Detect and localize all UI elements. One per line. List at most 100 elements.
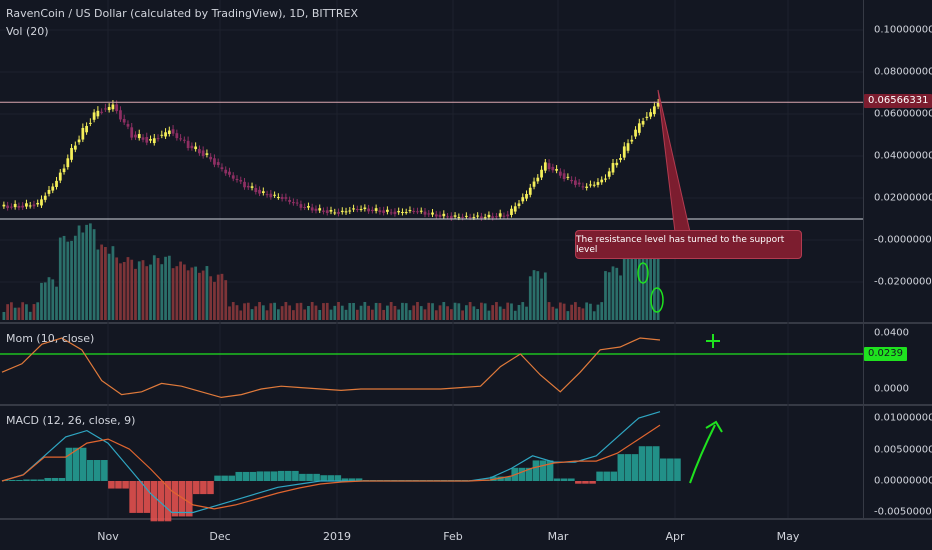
histogram-bar [200, 481, 207, 495]
candle-body [652, 106, 656, 115]
volume-bar [17, 307, 21, 320]
momentum-legend[interactable]: Mom (10, close) [6, 332, 95, 345]
candle-body [566, 176, 570, 178]
volume-bar [457, 303, 461, 320]
volume-bar [201, 270, 205, 320]
histogram-bar [546, 460, 554, 481]
volume-bar [656, 248, 660, 320]
volume-bar [167, 255, 171, 320]
histogram-bar [504, 476, 511, 481]
candle-body [442, 213, 446, 217]
candle-body [73, 145, 77, 150]
histogram-bar [660, 458, 667, 481]
volume-bar [626, 252, 630, 320]
histogram-bar [553, 478, 561, 481]
histogram-bar [122, 481, 129, 489]
volume-legend[interactable]: Vol (20) [6, 25, 49, 38]
candle-body [607, 171, 611, 177]
histogram-bar [221, 475, 228, 481]
candle-body [10, 206, 13, 208]
candle-body [596, 182, 600, 185]
histogram-bar [355, 478, 363, 481]
candle-body [517, 203, 521, 206]
candle-body [615, 162, 619, 166]
histogram-bar [115, 481, 122, 489]
volume-bar [194, 266, 198, 320]
volume-bar [310, 302, 314, 320]
candle-body [299, 204, 303, 208]
candle-body [17, 205, 21, 208]
candle-body [589, 184, 592, 186]
histogram-bar [313, 473, 320, 481]
volume-bar [367, 305, 370, 320]
volume-bar [235, 305, 239, 320]
volume-bar [540, 278, 543, 320]
histogram-bar [157, 481, 165, 522]
price-tick: 0.02000000 [874, 192, 932, 204]
volume-bar [288, 305, 292, 320]
candle-body [164, 132, 167, 137]
volume-bar [592, 311, 596, 320]
volume-bar [487, 310, 491, 320]
candle-body [254, 188, 258, 193]
candle-body [645, 116, 649, 118]
volume-bar [160, 264, 164, 320]
volume-bar [88, 223, 92, 320]
candle-body [619, 157, 622, 160]
macd-legend[interactable]: MACD (12, 26, close, 9) [6, 414, 136, 427]
candle-body [303, 206, 307, 208]
candle-body [220, 167, 224, 170]
candle-body [152, 138, 156, 144]
volume-bar [231, 302, 235, 320]
candle-body [577, 182, 581, 185]
pane-separator-main[interactable] [0, 322, 932, 324]
macd-tick: -0.00500000 [874, 506, 932, 518]
annotation-callout[interactable]: The resistance level has turned to the s… [575, 230, 802, 259]
volume-bar [337, 302, 340, 320]
price-tick: 0.10000000 [874, 24, 932, 36]
highlight-circle [650, 287, 664, 313]
volume-bar [213, 281, 216, 320]
candle-body [292, 202, 295, 204]
volume-bar [205, 266, 209, 320]
candle-body [453, 215, 457, 217]
volume-bar [2, 312, 6, 320]
volume-bar [175, 266, 179, 320]
candle-body [47, 189, 51, 194]
volume-bar [329, 309, 333, 320]
histogram-bar [645, 446, 653, 481]
volume-bar [611, 266, 615, 320]
pane-separator-mom[interactable] [0, 404, 932, 406]
histogram-bar [624, 454, 632, 481]
price-tick: 0.06000000 [874, 108, 932, 120]
volume-bar [141, 260, 145, 320]
candle-body [122, 118, 126, 123]
symbol-legend[interactable]: RavenCoin / US Dollar (calculated by Tra… [6, 7, 359, 20]
candle-body [284, 197, 288, 199]
histogram-bar [525, 467, 533, 481]
volume-bar [412, 305, 416, 320]
candle-body [611, 163, 615, 173]
time-tick: Nov [97, 530, 119, 543]
volume-bar [506, 302, 510, 320]
candle-body [36, 202, 40, 205]
volume-bar [359, 305, 363, 320]
candle-body [182, 139, 186, 141]
volume-bar [156, 258, 160, 320]
price-tick: -0.00000000 [874, 234, 932, 246]
candle-body [592, 184, 596, 186]
candle-body [167, 130, 171, 134]
volume-bar [149, 264, 152, 320]
candle-body [449, 215, 453, 219]
volume-bar [645, 253, 649, 320]
candle-body [434, 214, 438, 217]
price-axis-border [863, 0, 864, 520]
histogram-bar [334, 475, 342, 481]
volume-bar [480, 302, 483, 320]
volume-bar [600, 302, 604, 320]
candle-body [355, 209, 359, 211]
candle-body [62, 168, 66, 173]
volume-bar [498, 306, 502, 320]
candle-body [393, 211, 397, 215]
